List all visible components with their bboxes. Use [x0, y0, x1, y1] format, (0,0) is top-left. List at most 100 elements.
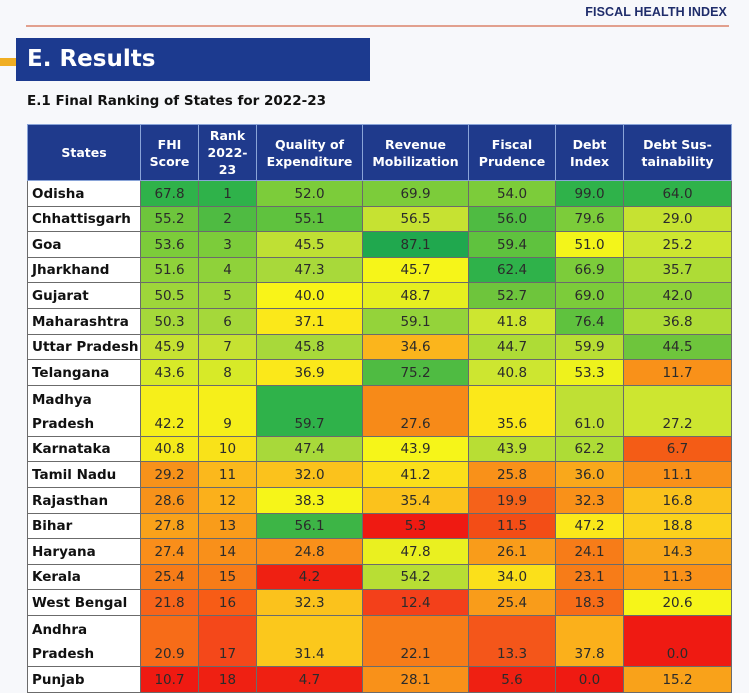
revenue-mobilization-cell: 56.5 [362, 205, 469, 233]
quality-of-expenditure-cell: 45.8 [256, 333, 363, 361]
revenue-mobilization-cell: 35.4 [362, 486, 469, 514]
revenue-mobilization-cell: 34.6 [362, 333, 469, 361]
debt-index-cell: 51.0 [555, 231, 624, 258]
revenue-mobilization-cell: 43.9 [362, 435, 469, 463]
debt-index-cell: 59.9 [555, 333, 624, 361]
revenue-mobilization-cell: 5.3 [362, 512, 469, 540]
fhi-score-cell: 27.8 [140, 512, 199, 540]
table-header-row: States FHI Score Rank 2022- 23 Quality of Ex… [27, 124, 732, 181]
debt-index-cell: 69.0 [555, 282, 624, 309]
fhi-score-cell: 40.8 [140, 435, 199, 463]
rank-cell: 17 [198, 614, 257, 667]
column-header-rank: Rank 2022- 23 [198, 124, 257, 181]
rank-cell: 10 [198, 435, 257, 463]
debt-index-cell: 53.3 [555, 359, 624, 386]
debt-index-cell: 37.8 [555, 614, 624, 667]
debt-index-cell: 24.1 [555, 538, 624, 565]
fiscal-prudence-cell: 56.0 [468, 205, 556, 233]
state-name-cell: Jharkhand [27, 256, 141, 284]
rank-cell: 6 [198, 307, 257, 335]
fiscal-prudence-cell: 59.4 [468, 231, 556, 258]
revenue-mobilization-cell: 75.2 [362, 359, 469, 386]
fiscal-prudence-cell: 54.0 [468, 180, 556, 207]
debt-sustainability-cell: 11.7 [623, 359, 732, 386]
fiscal-prudence-cell: 5.6 [468, 665, 556, 693]
table-row: Telangana 43.6 8 36.9 75.2 40.8 53.3 11.7 [27, 359, 732, 386]
column-header-revenue-mobilization: Revenue Mobilization [362, 124, 469, 181]
fiscal-prudence-cell: 13.3 [468, 614, 556, 667]
debt-index-cell: 36.0 [555, 461, 624, 488]
rank-cell: 1 [198, 180, 257, 207]
fiscal-prudence-cell: 43.9 [468, 435, 556, 463]
table-row: Gujarat 50.5 5 40.0 48.7 52.7 69.0 42.0 [27, 282, 732, 309]
fhi-score-cell: 50.3 [140, 307, 199, 335]
quality-of-expenditure-cell: 47.4 [256, 435, 363, 463]
rank-cell: 7 [198, 333, 257, 361]
fhi-score-cell: 10.7 [140, 665, 199, 693]
revenue-mobilization-cell: 28.1 [362, 665, 469, 693]
debt-sustainability-cell: 11.1 [623, 461, 732, 488]
quality-of-expenditure-cell: 32.0 [256, 461, 363, 488]
state-name-cell: Karnataka [27, 435, 141, 463]
debt-index-cell: 18.3 [555, 589, 624, 616]
state-name-cell: Goa [27, 231, 141, 258]
debt-index-cell: 99.0 [555, 180, 624, 207]
ranking-table: States FHI Score Rank 2022- 23 Quality of Ex… [27, 124, 732, 693]
debt-sustainability-cell: 27.2 [623, 384, 732, 437]
fhi-score-cell: 51.6 [140, 256, 199, 284]
fhi-score-cell: 20.9 [140, 614, 199, 667]
revenue-mobilization-cell: 45.7 [362, 256, 469, 284]
fhi-score-cell: 28.6 [140, 486, 199, 514]
table-row: Chhattisgarh 55.2 2 55.1 56.5 56.0 79.6 29.0 [27, 205, 732, 233]
fhi-score-cell: 45.9 [140, 333, 199, 361]
debt-index-cell: 76.4 [555, 307, 624, 335]
table-row: Tamil Nadu 29.2 11 32.0 41.2 25.8 36.0 11.1 [27, 461, 732, 488]
debt-sustainability-cell: 11.3 [623, 563, 732, 591]
column-header-debt-index: Debt Index [555, 124, 624, 181]
fiscal-prudence-cell: 52.7 [468, 282, 556, 309]
table-row: West Bengal 21.8 16 32.3 12.4 25.4 18.3 20.6 [27, 589, 732, 616]
table-row: Maharashtra 50.3 6 37.1 59.1 41.8 76.4 36.8 [27, 307, 732, 335]
debt-sustainability-cell: 36.8 [623, 307, 732, 335]
quality-of-expenditure-cell: 56.1 [256, 512, 363, 540]
debt-sustainability-cell: 20.6 [623, 589, 732, 616]
state-name-line: Pradesh [32, 415, 95, 432]
fiscal-prudence-cell: 40.8 [468, 359, 556, 386]
column-header-fiscal-prudence: Fiscal Prudence [468, 124, 556, 181]
quality-of-expenditure-cell: 52.0 [256, 180, 363, 207]
revenue-mobilization-cell: 48.7 [362, 282, 469, 309]
table-row: Andhra Pradesh 20.9 17 31.4 22.1 13.3 37.8 0.0 [27, 614, 732, 667]
quality-of-expenditure-cell: 36.9 [256, 359, 363, 386]
state-name-cell: Andhra Pradesh [27, 614, 141, 667]
quality-of-expenditure-cell: 4.7 [256, 665, 363, 693]
debt-sustainability-cell: 25.2 [623, 231, 732, 258]
fhi-score-cell: 25.4 [140, 563, 199, 591]
table-row: Kerala 25.4 15 4.2 54.2 34.0 23.1 11.3 [27, 563, 732, 591]
revenue-mobilization-cell: 12.4 [362, 589, 469, 616]
debt-sustainability-cell: 14.3 [623, 538, 732, 565]
table-title: E.1 Final Ranking of States for 2022-23 [27, 93, 326, 109]
rank-cell: 16 [198, 589, 257, 616]
rank-cell: 18 [198, 665, 257, 693]
table-row: Jharkhand 51.6 4 47.3 45.7 62.4 66.9 35.7 [27, 256, 732, 284]
rank-cell: 12 [198, 486, 257, 514]
state-name-cell: Haryana [27, 538, 141, 565]
table-row: Goa 53.6 3 45.5 87.1 59.4 51.0 25.2 [27, 231, 732, 258]
debt-index-cell: 47.2 [555, 512, 624, 540]
quality-of-expenditure-cell: 38.3 [256, 486, 363, 514]
fiscal-prudence-cell: 25.4 [468, 589, 556, 616]
quality-of-expenditure-cell: 47.3 [256, 256, 363, 284]
state-name-cell: Maharashtra [27, 307, 141, 335]
quality-of-expenditure-cell: 31.4 [256, 614, 363, 667]
revenue-mobilization-cell: 54.2 [362, 563, 469, 591]
fhi-score-cell: 50.5 [140, 282, 199, 309]
fhi-score-cell: 27.4 [140, 538, 199, 565]
revenue-mobilization-cell: 87.1 [362, 231, 469, 258]
revenue-mobilization-cell: 47.8 [362, 538, 469, 565]
revenue-mobilization-cell: 27.6 [362, 384, 469, 437]
revenue-mobilization-cell: 22.1 [362, 614, 469, 667]
debt-index-cell: 62.2 [555, 435, 624, 463]
fiscal-prudence-cell: 19.9 [468, 486, 556, 514]
table-row: Bihar 27.8 13 56.1 5.3 11.5 47.2 18.8 [27, 512, 732, 540]
state-name-cell: Tamil Nadu [27, 461, 141, 488]
